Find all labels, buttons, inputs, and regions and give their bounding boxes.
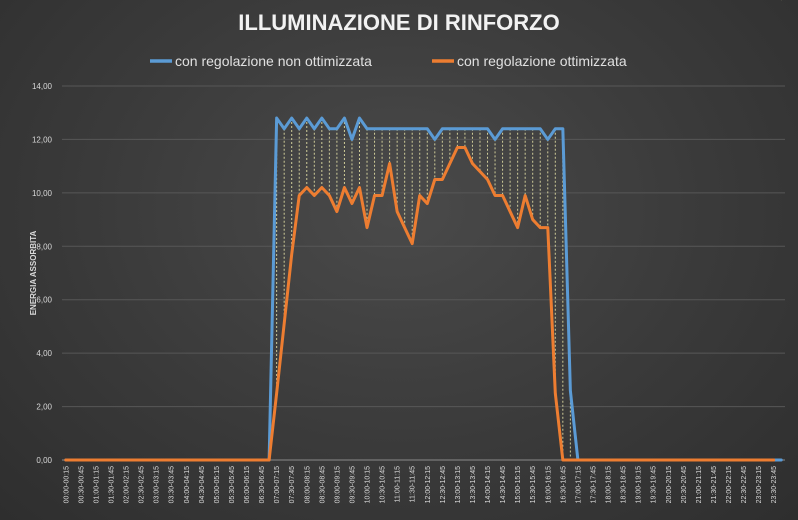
- x-tick-label: 00:30-00:45: [78, 466, 85, 503]
- series-line-non-ottimizzata: [64, 116, 783, 462]
- y-tick-label: 12,00: [32, 135, 53, 144]
- x-tick-label: 16:30-16:45: [560, 466, 567, 503]
- legend-label-non-ottimizzata: con regolazione non ottimizzata: [175, 53, 372, 69]
- x-tick-label: 02:00-02:15: [124, 466, 131, 503]
- x-tick-label: 06:30-06:45: [259, 466, 266, 503]
- x-tick-label: 13:30-13:45: [470, 466, 477, 503]
- gridlines: [62, 85, 785, 461]
- legend-label-ottimizzata: con regolazione ottimizzata: [457, 53, 627, 69]
- x-tick-label: 09:30-09:45: [349, 466, 356, 503]
- x-tick-label: 08:00-08:15: [304, 466, 311, 503]
- x-tick-label: 17:30-17:45: [590, 466, 597, 503]
- x-tick-label: 06:00-06:15: [244, 466, 251, 503]
- x-tick-label: 10:30-10:45: [380, 466, 387, 503]
- x-axis-ticks: 00:00-00:15 00:30-00:45 01:00-01:15 01:30-0…: [63, 466, 778, 503]
- series-lines: [64, 116, 783, 462]
- y-tick-label: 10,00: [32, 189, 53, 198]
- x-tick-label: 05:30-05:45: [229, 466, 236, 503]
- difference-hatching: [276, 118, 571, 460]
- x-tick-label: 18:00-18:15: [606, 466, 613, 503]
- series-line-ottimizzata: [64, 145, 776, 462]
- x-tick-label: 18:30-18:45: [621, 466, 628, 503]
- x-tick-label: 11:30-11:45: [410, 466, 417, 502]
- x-tick-label: 01:00-01:15: [93, 466, 100, 503]
- x-tick-label: 17:00-17:15: [575, 466, 582, 503]
- x-tick-label: 15:00-15:15: [515, 466, 522, 503]
- y-tick-label: 2,00: [36, 403, 52, 412]
- x-tick-label: 04:30-04:45: [199, 466, 206, 503]
- x-tick-label: 11:00-11:15: [395, 466, 402, 502]
- x-tick-label: 21:00-21:15: [696, 466, 703, 503]
- x-tick-label: 09:00-09:15: [334, 466, 341, 503]
- x-tick-label: 00:00-00:15: [63, 466, 70, 503]
- x-tick-label: 13:00-13:15: [455, 466, 462, 503]
- x-tick-label: 07:30-07:45: [289, 466, 296, 503]
- y-tick-label: 4,00: [36, 349, 52, 358]
- x-tick-label: 02:30-02:45: [139, 466, 146, 503]
- x-tick-label: 03:30-03:45: [169, 466, 176, 503]
- x-tick-label: 23:30-23:45: [771, 466, 778, 503]
- x-tick-label: 16:00-16:15: [545, 466, 552, 503]
- y-tick-label: 6,00: [36, 296, 52, 305]
- chart-title: ILLUMINAZIONE DI RINFORZO: [238, 10, 559, 35]
- x-tick-label: 20:00-20:15: [666, 466, 673, 503]
- x-tick-label: 04:00-04:15: [184, 466, 191, 503]
- x-tick-label: 21:30-21:45: [711, 466, 718, 503]
- x-tick-label: 01:30-01:45: [108, 466, 115, 503]
- y-tick-label: 8,00: [36, 242, 52, 251]
- y-tick-label: 14,00: [32, 82, 53, 91]
- x-tick-label: 22:30-22:45: [741, 466, 748, 503]
- x-tick-label: 14:00-14:15: [485, 466, 492, 503]
- x-tick-label: 12:00-12:15: [425, 466, 432, 503]
- x-tick-label: 03:00-03:15: [154, 466, 161, 503]
- x-tick-label: 05:00-05:15: [214, 466, 221, 503]
- x-tick-label: 12:30-12:45: [440, 466, 447, 503]
- x-tick-label: 10:00-10:15: [365, 466, 372, 503]
- x-tick-label: 19:00-19:15: [636, 466, 643, 503]
- x-tick-label: 07:00-07:15: [274, 466, 281, 503]
- x-tick-label: 20:30-20:45: [681, 466, 688, 503]
- x-tick-label: 08:30-08:45: [319, 466, 326, 503]
- x-tick-label: 22:00-22:15: [726, 466, 733, 503]
- y-axis-ticks: 0,00 2,00 4,00 6,00 8,00 10,00 12,00 14,00: [32, 82, 53, 465]
- legend: con regolazione non ottimizzata con rego…: [150, 53, 627, 69]
- y-axis-label: ENERGIA ASSORBITA: [29, 230, 38, 315]
- x-tick-label: 14:30-14:45: [500, 466, 507, 503]
- x-tick-label: 15:30-15:45: [530, 466, 537, 503]
- x-tick-label: 19:30-19:45: [651, 466, 658, 503]
- y-tick-label: 0,00: [36, 456, 52, 465]
- x-tick-label: 23:00-23:15: [756, 466, 763, 503]
